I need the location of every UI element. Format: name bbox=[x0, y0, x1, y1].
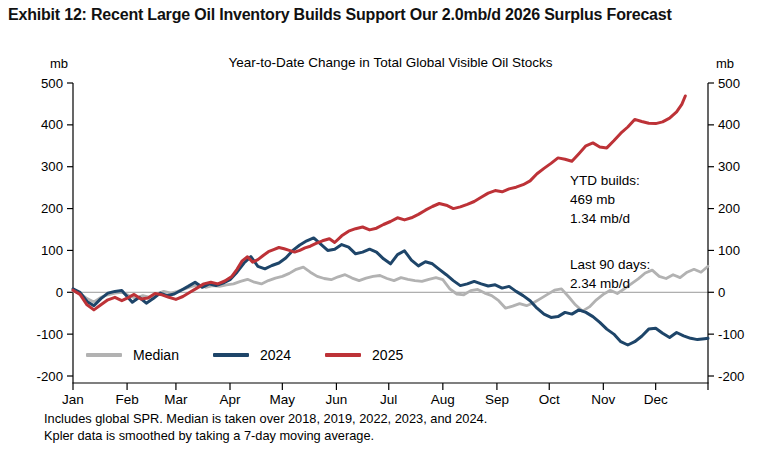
x-tick-label: Sep bbox=[485, 392, 509, 407]
median-line-swatch bbox=[86, 353, 122, 357]
x-tick-label: Oct bbox=[539, 392, 560, 407]
right-y-tick-label: 0 bbox=[718, 285, 725, 300]
x-tick-label: Mar bbox=[164, 392, 188, 407]
left-y-tick-label: 500 bbox=[41, 76, 63, 91]
legend-item-2024: 2024 bbox=[213, 347, 291, 363]
x-tick-label: Jan bbox=[62, 392, 84, 407]
last-90-days-annotation: Last 90 days: 2.34 mb/d bbox=[570, 255, 650, 293]
left-y-tick-label: 300 bbox=[41, 159, 63, 174]
chart-legend: Median 2024 2025 bbox=[86, 347, 437, 363]
left-y-tick-label: 100 bbox=[41, 243, 63, 258]
left-y-tick-label: 400 bbox=[41, 117, 63, 132]
legend-label-2025: 2025 bbox=[372, 347, 403, 363]
x-tick-label: Jun bbox=[326, 392, 348, 407]
ytd-oil-stocks-line-chart: 500 500 400 400 300 300 200 200 100 100 0 0 -100 -100… bbox=[0, 0, 770, 457]
right-y-tick-label: 400 bbox=[718, 117, 740, 132]
right-y-tick-label: 300 bbox=[718, 159, 740, 174]
legend-label-median: Median bbox=[133, 347, 179, 363]
line-2024-swatch bbox=[213, 353, 249, 357]
x-tick-label: Feb bbox=[115, 392, 138, 407]
left-y-tick-label: 200 bbox=[41, 201, 63, 216]
chart-footnotes: Includes global SPR. Median is taken ove… bbox=[44, 411, 487, 444]
footnote-line-1: Includes global SPR. Median is taken ove… bbox=[44, 411, 487, 428]
left-y-tick-label: -100 bbox=[37, 327, 63, 342]
legend-item-median: Median bbox=[86, 347, 179, 363]
left-y-tick-label: 0 bbox=[56, 285, 63, 300]
legend-item-2025: 2025 bbox=[325, 347, 403, 363]
x-tick-label: Nov bbox=[591, 392, 615, 407]
left-y-tick-label: -200 bbox=[37, 369, 63, 384]
right-y-tick-label: -200 bbox=[718, 369, 744, 384]
x-tick-label: Dec bbox=[644, 392, 668, 407]
ytd-builds-annotation: YTD builds: 469 mb 1.34 mb/d bbox=[570, 171, 650, 228]
x-tick-label: Aug bbox=[431, 392, 455, 407]
legend-label-2024: 2024 bbox=[260, 347, 291, 363]
x-tick-label: Apr bbox=[219, 392, 241, 407]
exhibit-page: Exhibit 12: Recent Large Oil Inventory B… bbox=[0, 0, 770, 457]
footnote-line-2: Kpler data is smoothed by taking a 7-day… bbox=[44, 428, 487, 445]
line-2025-swatch bbox=[325, 353, 361, 357]
x-tick-label: May bbox=[270, 392, 296, 407]
right-y-tick-label: 200 bbox=[718, 201, 740, 216]
right-y-tick-label: -100 bbox=[718, 327, 744, 342]
right-y-tick-label: 500 bbox=[718, 76, 740, 91]
x-tick-label: Jul bbox=[380, 392, 397, 407]
chart-annotation: YTD builds: 469 mb 1.34 mb/d Last 90 day… bbox=[570, 152, 650, 312]
right-y-tick-label: 100 bbox=[718, 243, 740, 258]
